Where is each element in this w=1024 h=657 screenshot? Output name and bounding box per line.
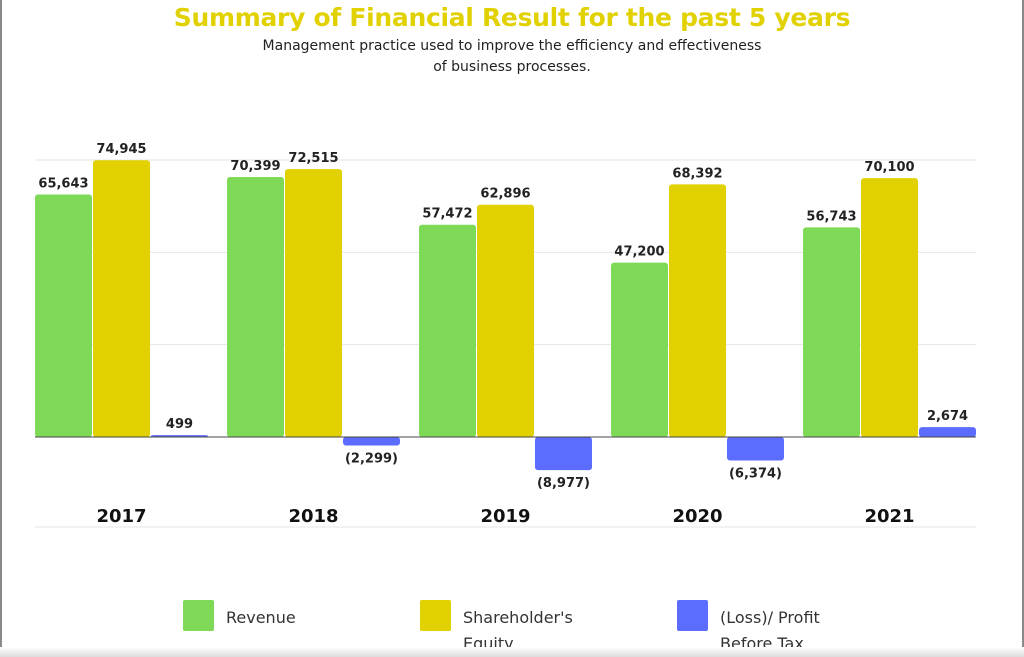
category-label-2017: 2017 [96, 506, 146, 527]
data-label-2020-0: 47,200 [614, 245, 664, 260]
legend-swatch-revenue [183, 600, 214, 631]
data-label-2017-2: 499 [166, 417, 193, 432]
bar-2017-0 [35, 194, 92, 437]
data-label-2020-1: 68,392 [672, 166, 722, 181]
legend-swatch-profit-before-tax [677, 600, 708, 631]
legend-swatch-shareholders-equity [420, 600, 451, 631]
bar-2021-0 [803, 227, 860, 437]
data-label-2021-1: 70,100 [864, 160, 914, 175]
bar-2018-2 [343, 437, 400, 446]
bar-2019-1 [477, 204, 534, 437]
data-label-2018-0: 70,399 [230, 159, 280, 174]
chart-title: Summary of Financial Result for the past… [173, 3, 851, 32]
window-bottom-edge [0, 647, 1024, 657]
chart-subtitle: Management practice used to improve the … [262, 38, 762, 75]
category-label-2021: 2021 [864, 506, 914, 527]
category-label-2020: 2020 [672, 506, 722, 527]
bar-2020-0 [611, 262, 668, 437]
bar-2018-0 [227, 176, 284, 437]
data-label-2019-0: 57,472 [422, 207, 472, 222]
data-label-2021-0: 56,743 [806, 209, 856, 224]
bar-2021-1 [861, 178, 918, 437]
legend-item-shareholders-equity: Shareholder's Equity [420, 600, 603, 657]
window-left-border [0, 0, 2, 657]
data-label-2017-0: 65,643 [38, 177, 88, 192]
category-label-2019: 2019 [480, 506, 530, 527]
bar-2020-1 [669, 184, 726, 437]
legend-label-revenue: Revenue [226, 608, 296, 627]
bar-2019-0 [419, 224, 476, 437]
data-label-2018-2: (2,299) [345, 451, 398, 466]
data-label-2018-1: 72,515 [288, 151, 338, 166]
data-label-2019-2: (8,977) [537, 476, 590, 491]
window-right-border [1022, 0, 1024, 657]
legend-item-revenue: Revenue [183, 600, 366, 631]
data-label-2020-2: (6,374) [729, 467, 782, 482]
bar-2019-2 [535, 437, 592, 471]
data-label-2017-1: 74,945 [96, 142, 146, 157]
bar-2020-2 [727, 437, 784, 461]
legend-label-shareholders-equity-line1: Shareholder's [463, 608, 573, 627]
data-label-2021-2: 2,674 [927, 409, 968, 424]
category-label-2018: 2018 [288, 506, 338, 527]
bar-2018-1 [285, 169, 342, 438]
bar-2017-1 [93, 160, 150, 438]
bar-2021-2 [919, 427, 976, 437]
data-label-2019-1: 62,896 [480, 187, 530, 202]
legend-label-profit-line1: (Loss)/ Profit [720, 608, 820, 627]
